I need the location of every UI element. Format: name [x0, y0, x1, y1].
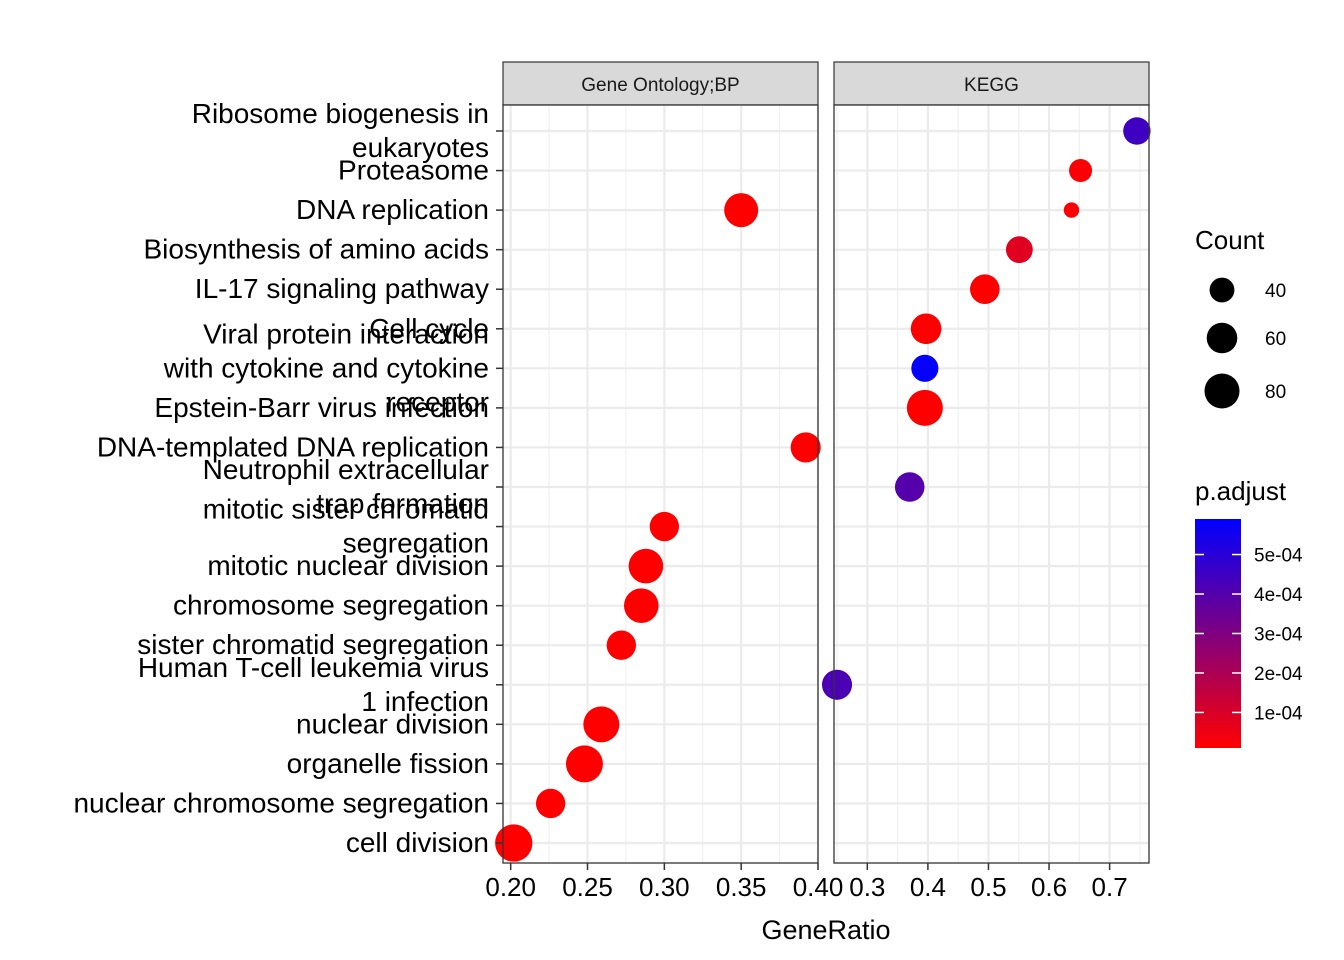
- legend-colorbar-label: 4e-04: [1254, 585, 1303, 606]
- panel-border: [502, 104, 819, 864]
- data-point: [911, 354, 939, 382]
- data-point: [1005, 236, 1033, 264]
- x-tick-label: 0.4: [910, 872, 946, 902]
- legend-size-label: 80: [1265, 382, 1286, 403]
- legend-colorbar-label: 2e-04: [1254, 664, 1303, 685]
- facet-strip-label: Gene Ontology;BP: [581, 75, 739, 96]
- data-point: [583, 706, 620, 743]
- panel-background: [503, 105, 818, 863]
- data-point: [649, 511, 680, 542]
- y-tick-label: Ribosome biogenesis in eukaryotes: [192, 98, 489, 163]
- y-tick-label: IL-17 signaling pathway: [195, 273, 489, 304]
- y-tick-label: Neutrophil extracellular trap formation: [203, 454, 489, 519]
- legend-count-title: Count: [1195, 225, 1265, 255]
- facet-kegg: KEGG 0.3 0.4 0.5 0.6 0.7: [821, 61, 1151, 902]
- x-tick-label: 0.25: [562, 872, 613, 902]
- y-tick-label: nuclear chromosome segregation: [73, 787, 489, 818]
- x-tick-label: 0.3: [849, 872, 885, 902]
- y-tick-label: mitotic sister chromatid segregation: [203, 494, 489, 559]
- y-axis-labels: Ribosome biogenesis in eukaryotesProteaso…: [73, 98, 503, 858]
- data-point: [724, 193, 759, 228]
- facet-strip-label: KEGG: [964, 75, 1019, 96]
- panel-background: [834, 105, 1149, 863]
- y-tick-label: nuclear division: [296, 708, 489, 739]
- y-tick-label: DNA-templated DNA replication: [97, 431, 489, 462]
- data-point: [910, 313, 942, 345]
- data-point: [906, 389, 943, 426]
- legend-size-key: [1209, 277, 1235, 303]
- facet-panels: Gene Ontology;BP0.20 0.25 0.30 0.35 0.40KEGG…: [485, 61, 1151, 902]
- data-point: [495, 824, 533, 862]
- data-point: [565, 745, 603, 783]
- x-tick-label: 0.35: [716, 872, 767, 902]
- data-point: [821, 669, 853, 700]
- data-point: [628, 548, 664, 584]
- x-tick-label: 0.40: [793, 872, 844, 902]
- y-tick-label: Viral protein interaction with cytokine a…: [163, 318, 489, 417]
- x-tick-label: 0.6: [1031, 872, 1067, 902]
- x-tick-label: 0.20: [485, 872, 536, 902]
- data-point: [1069, 159, 1093, 183]
- legend-size-label: 60: [1265, 329, 1286, 350]
- x-tick-label: 0.30: [639, 872, 690, 902]
- legend-padjust-title: p.adjust: [1195, 476, 1287, 506]
- legend-colorbar-label: 1e-04: [1254, 703, 1303, 724]
- panel-border: [833, 104, 1150, 864]
- y-tick-label: Epstein-Barr virus infection: [154, 392, 489, 423]
- legend-size-label: 40: [1265, 281, 1286, 302]
- y-tick-label: sister chromatid segregation: [137, 629, 489, 660]
- data-point: [623, 588, 659, 623]
- y-tick-label: chromosome segregation: [173, 590, 489, 621]
- y-tick-label: mitotic nuclear division: [207, 550, 489, 581]
- y-tick-label: Human T-cell leukemia virus 1 infection: [138, 652, 489, 717]
- data-point: [1123, 117, 1151, 145]
- data-point: [1063, 202, 1080, 218]
- facet-strip: [833, 61, 1150, 106]
- y-tick-label: Proteasome: [338, 155, 489, 186]
- facet-gene-ontology-bp: Gene Ontology;BP 0.20 0.25 0.30 0.35 0.40: [485, 61, 844, 902]
- x-tick-label: 0.7: [1092, 872, 1128, 902]
- data-point: [535, 788, 566, 819]
- x-axis-title: GeneRatio: [761, 915, 890, 945]
- y-tick-label: Cell cycle: [369, 313, 489, 344]
- facet-strip: [502, 61, 819, 106]
- legend-size-key: [1206, 322, 1238, 354]
- y-tick-label: organelle fission: [287, 748, 489, 779]
- legend: Count 40 60 80 p.adjust 1e-04 2e-04 3e-04 4e-04 5…: [1195, 225, 1303, 748]
- legend-colorbar-label: 5e-04: [1254, 546, 1303, 567]
- y-tick-label: DNA replication: [296, 194, 489, 225]
- y-tick-label: cell division: [346, 827, 489, 858]
- data-point: [894, 472, 925, 502]
- data-point: [790, 432, 821, 463]
- y-tick-label: Biosynthesis of amino acids: [143, 234, 489, 265]
- legend-colorbar-label: 3e-04: [1254, 625, 1303, 646]
- data-point: [606, 630, 636, 660]
- x-tick-label: 0.5: [970, 872, 1006, 902]
- legend-size-key: [1204, 373, 1240, 409]
- data-point: [970, 274, 1000, 305]
